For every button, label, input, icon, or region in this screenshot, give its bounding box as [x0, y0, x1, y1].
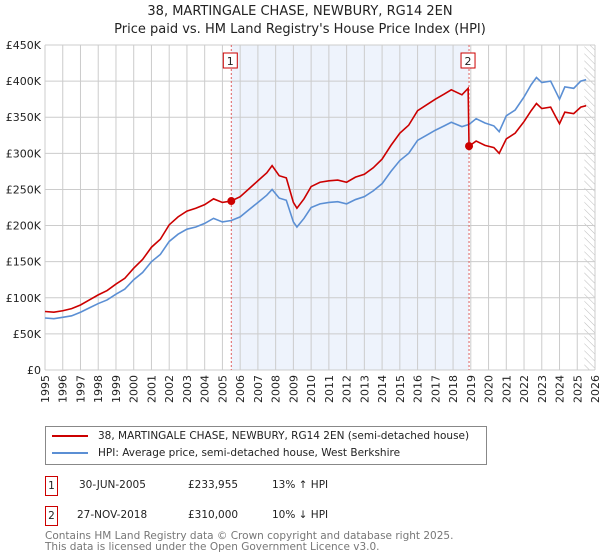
- sale-point: [227, 197, 236, 206]
- x-tick-label: 2020: [483, 375, 496, 403]
- x-tick-label: 2006: [234, 375, 247, 403]
- x-tick-label: 2004: [199, 375, 212, 403]
- x-tick-label: 2010: [305, 375, 318, 403]
- transaction-hpi: 13% ↑ HPI: [272, 479, 329, 491]
- forecast-hatch: [584, 45, 595, 370]
- y-tick-label: £350K: [6, 111, 42, 124]
- y-tick-label: £0: [27, 364, 41, 377]
- chart-title: 38, MARTINGALE CHASE, NEWBURY, RG14 2EN: [147, 4, 453, 19]
- sale-marker-label: 2: [465, 55, 472, 68]
- x-tick-label: 2005: [216, 375, 229, 403]
- transaction-date: 27-NOV-2018: [77, 509, 148, 521]
- footer-line: Contains HM Land Registry data © Crown c…: [45, 530, 454, 542]
- y-tick-label: £450K: [6, 39, 42, 52]
- shaded-ownership-period: [231, 45, 470, 370]
- legend: 38, MARTINGALE CHASE, NEWBURY, RG14 2EN …: [45, 426, 487, 465]
- transaction-badge: 2: [45, 506, 58, 526]
- x-tick-label: 2021: [500, 375, 513, 403]
- y-tick-label: £200K: [6, 220, 42, 233]
- x-tick-label: 2023: [536, 375, 549, 403]
- x-tick-label: 2015: [394, 375, 407, 403]
- sale-marker-box: [222, 52, 238, 69]
- x-tick-label: 2000: [128, 375, 141, 403]
- x-tick-label: 2018: [447, 375, 460, 403]
- x-tick-label: 2003: [181, 375, 194, 403]
- transaction-price: £310,000: [188, 509, 239, 521]
- x-tick-label: 2022: [518, 375, 531, 403]
- y-tick-label: £50K: [13, 328, 42, 341]
- y-tick-label: £300K: [6, 147, 42, 160]
- transaction-hpi: 10% ↓ HPI: [272, 509, 329, 521]
- x-tick-label: 2017: [429, 375, 442, 403]
- legend-item-property: 38, MARTINGALE CHASE, NEWBURY, RG14 2EN …: [52, 428, 469, 444]
- x-tick-label: 2025: [571, 375, 584, 403]
- sale-point: [465, 142, 474, 151]
- sale-marker-box: [460, 52, 476, 69]
- property-price-line: [44, 86, 587, 314]
- y-tick-label: £150K: [6, 256, 42, 269]
- x-tick-label: 2013: [358, 375, 371, 403]
- legend-item-hpi: HPI: Average price, semi-detached house,…: [52, 445, 400, 461]
- x-tick-label: 2014: [376, 375, 389, 403]
- price-chart: 1995 1996 1997 1998 1999 2000 2001 2002 2003 2004…: [6, 39, 600, 403]
- y-tick-label: £100K: [6, 292, 42, 305]
- x-tick-label: 2011: [323, 375, 336, 403]
- legend-label-hpi: HPI: Average price, semi-detached house,…: [98, 447, 401, 459]
- x-tick-label: 1998: [92, 375, 105, 403]
- x-tick-label: 1996: [57, 375, 70, 403]
- transaction-date: 30-JUN-2005: [79, 479, 146, 491]
- x-tick-label: 2016: [412, 375, 425, 403]
- x-tick-label: 1995: [39, 375, 52, 403]
- hpi-line: [44, 76, 587, 320]
- x-tick-label: 2024: [554, 375, 567, 403]
- y-tick-label: £400K: [6, 75, 42, 88]
- legend-label-property: 38, MARTINGALE CHASE, NEWBURY, RG14 2EN …: [98, 430, 470, 442]
- x-tick-label: 2026: [589, 375, 600, 403]
- footer: Contains HM Land Registry data © Crown c…: [45, 531, 453, 553]
- transaction-badge: 1: [45, 476, 58, 496]
- footer-line: This data is licensed under the Open Gov…: [45, 541, 380, 553]
- chart-subtitle: Price paid vs. HM Land Registry's House …: [114, 22, 486, 37]
- x-tick-label: 2001: [145, 375, 158, 403]
- x-tick-label: 2012: [341, 375, 354, 403]
- sale-marker-label: 1: [227, 55, 234, 68]
- x-tick-label: 2002: [163, 375, 176, 403]
- y-tick-label: £250K: [6, 183, 42, 196]
- x-tick-label: 1997: [74, 375, 87, 403]
- x-tick-label: 2007: [252, 375, 265, 403]
- x-tick-label: 2019: [465, 375, 478, 403]
- x-tick-label: 2008: [270, 375, 283, 403]
- x-tick-label: 2009: [287, 375, 300, 403]
- transaction-price: £233,955: [188, 479, 239, 491]
- x-tick-label: 1999: [110, 375, 123, 403]
